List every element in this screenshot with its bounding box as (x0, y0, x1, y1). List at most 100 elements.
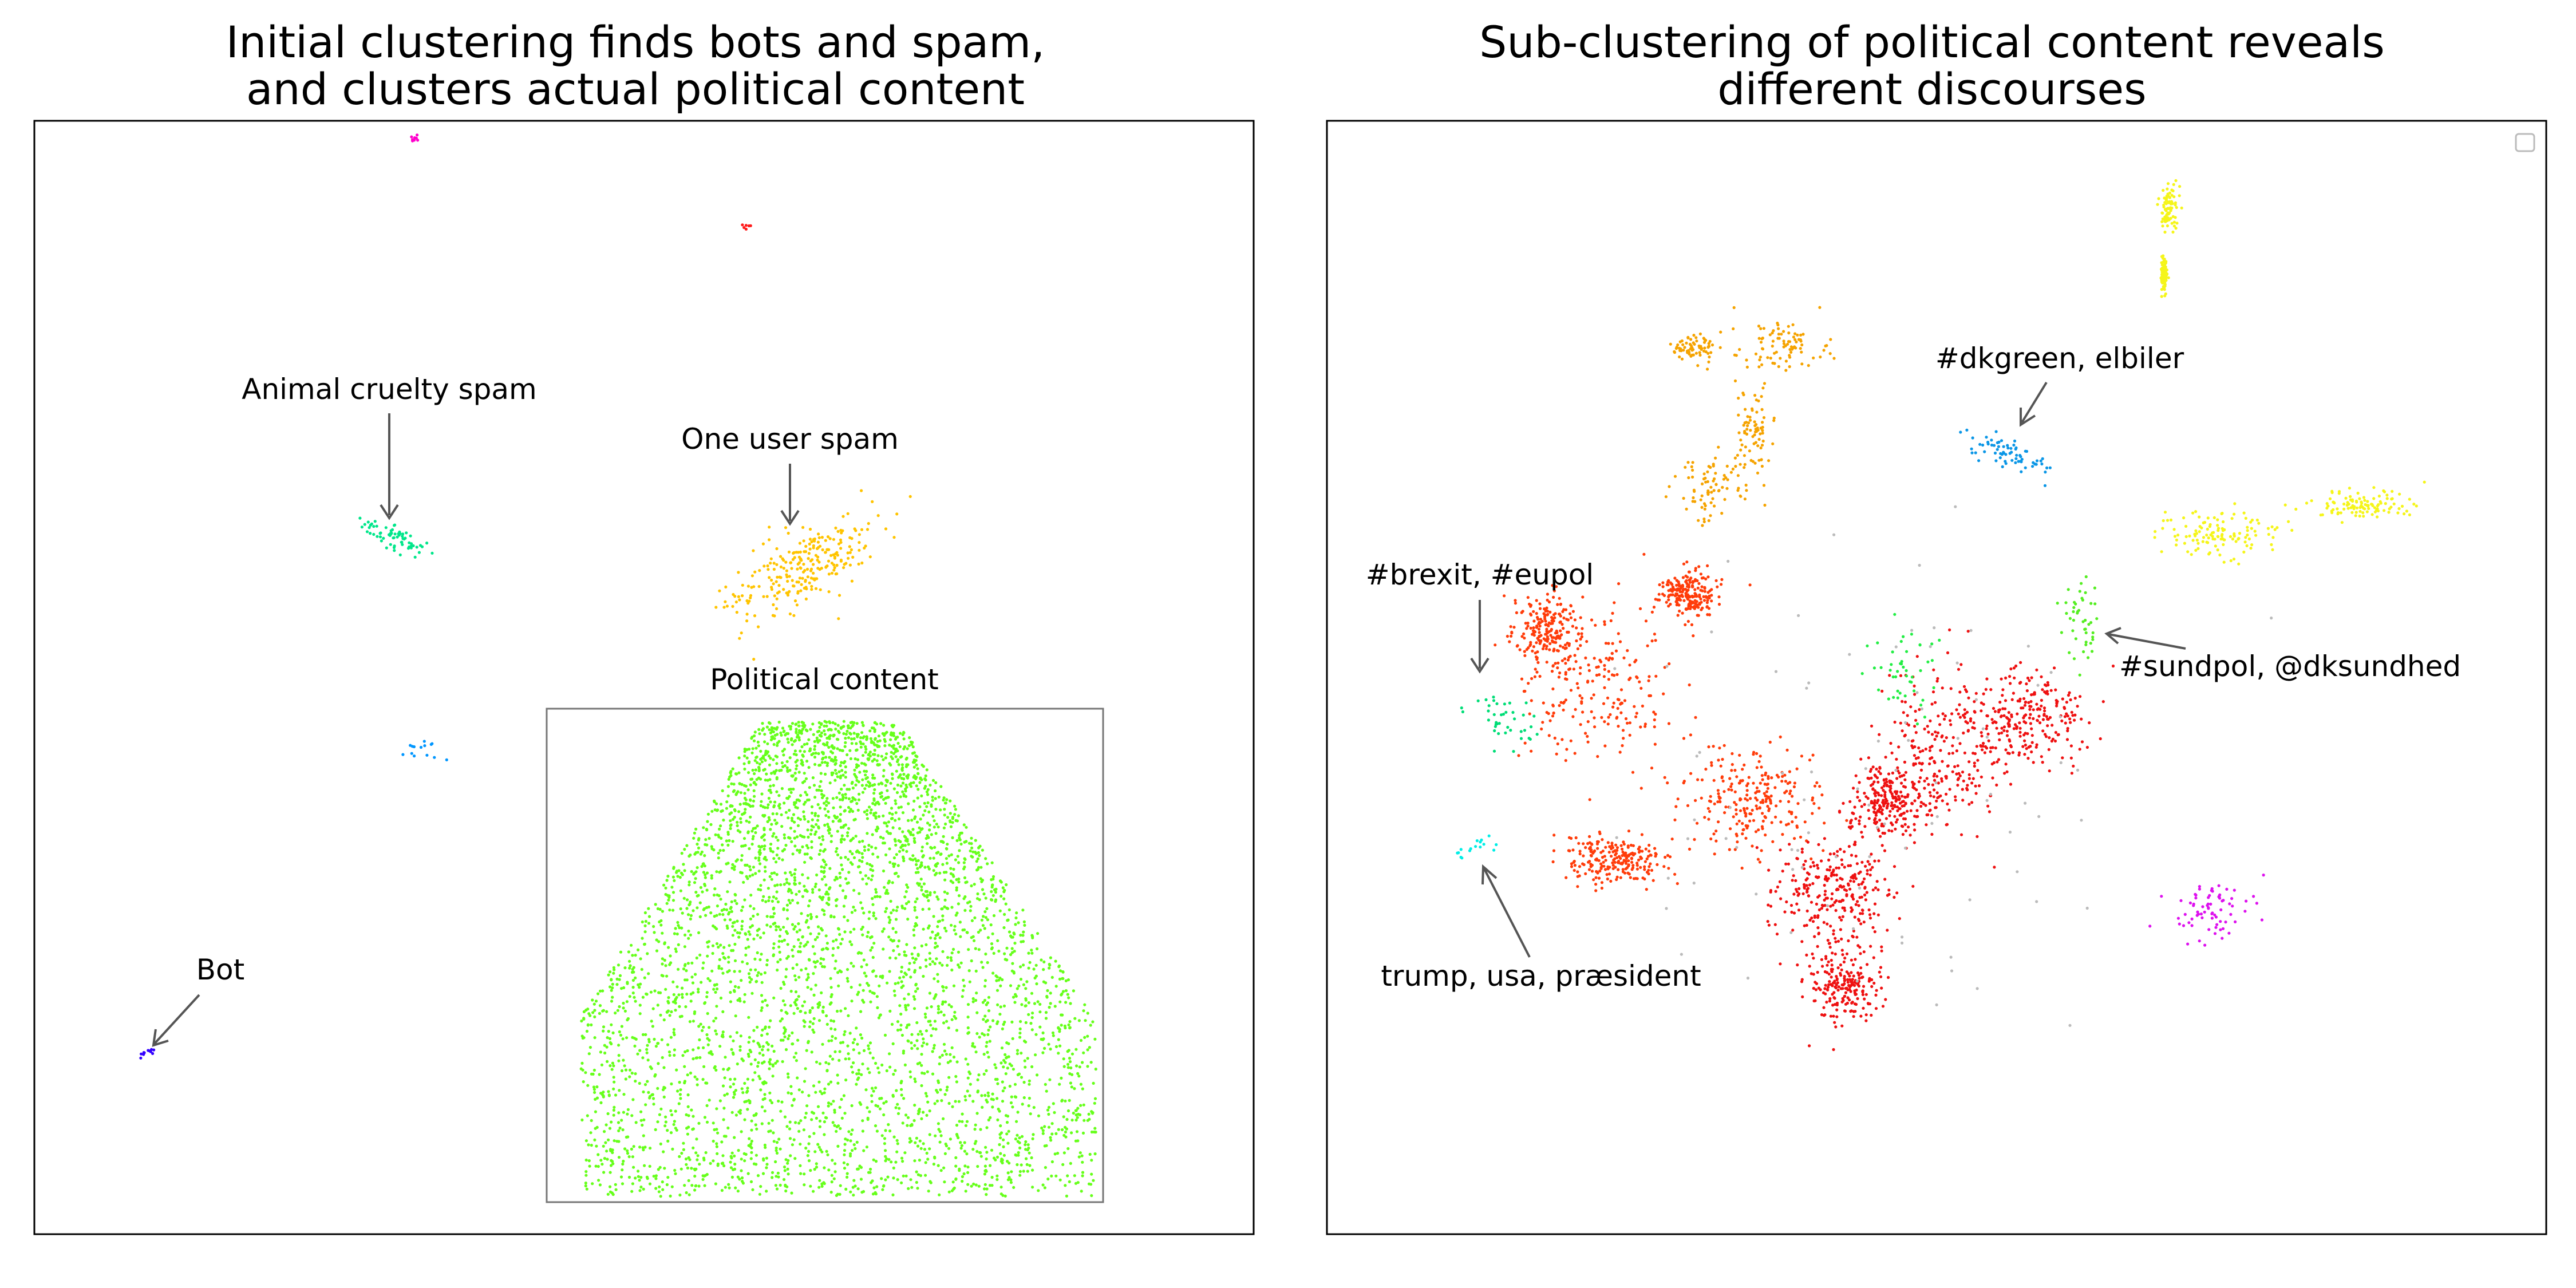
scatter-point (802, 539, 805, 543)
scatter-point (871, 869, 875, 872)
scatter-point (733, 789, 736, 792)
scatter-point (697, 1184, 701, 1188)
scatter-point (683, 963, 687, 966)
scatter-point (389, 543, 392, 546)
scatter-point (602, 1009, 605, 1012)
scatter-point (817, 852, 821, 856)
scatter-point (977, 851, 980, 854)
scatter-point (955, 839, 959, 842)
scatter-point (1018, 1174, 1022, 1177)
scatter-point (909, 1178, 912, 1182)
scatter-point (1020, 1052, 1023, 1055)
scatter-point (788, 575, 791, 578)
scatter-point (1587, 868, 1591, 871)
scatter-point (1604, 642, 1608, 645)
scatter-point (913, 997, 916, 1001)
scatter-point (775, 924, 778, 929)
scatter-point (706, 977, 710, 981)
scatter-point (823, 1087, 827, 1091)
scatter-point (692, 1146, 695, 1149)
scatter-point (1714, 579, 1718, 582)
scatter-point (740, 858, 743, 862)
scatter-point (774, 1160, 777, 1164)
scatter-point (860, 1036, 864, 1040)
scatter-point (731, 605, 734, 608)
scatter-point (871, 852, 875, 856)
scatter-point (991, 932, 994, 935)
scatter-point (884, 756, 887, 760)
scatter-point (616, 1009, 619, 1012)
scatter-point (1558, 704, 1561, 708)
scatter-point (858, 771, 862, 774)
scatter-point (731, 840, 734, 843)
scatter-point (844, 562, 848, 565)
scatter-point (623, 966, 627, 970)
scatter-point (819, 957, 823, 961)
scatter-point (938, 871, 942, 875)
scatter-point (620, 1069, 624, 1073)
scatter-point (752, 914, 755, 918)
scatter-point (1054, 959, 1057, 963)
scatter-point (775, 873, 779, 876)
scatter-point (1615, 673, 1619, 676)
scatter-point (953, 1010, 957, 1014)
scatter-point (679, 1088, 682, 1092)
scatter-point (748, 748, 751, 751)
scatter-point (730, 866, 734, 870)
scatter-point (753, 734, 756, 738)
scatter-point (840, 769, 844, 772)
scatter-point (365, 530, 369, 534)
scatter-point (735, 1031, 738, 1034)
scatter-point (1031, 1012, 1034, 1015)
scatter-point (1653, 718, 1656, 722)
scatter-point (894, 755, 898, 758)
scatter-point (796, 901, 800, 904)
scatter-point (664, 1115, 667, 1119)
scatter-point (727, 961, 730, 964)
scatter-point (721, 1154, 725, 1157)
scatter-point (706, 954, 709, 958)
scatter-point (663, 941, 666, 945)
scatter-point (1046, 1178, 1050, 1181)
scatter-point (627, 1175, 631, 1179)
scatter-point (998, 909, 1002, 912)
scatter-point (1064, 1001, 1068, 1004)
scatter-point (726, 890, 729, 894)
scatter-point (605, 1045, 609, 1049)
scatter-point (907, 900, 910, 903)
scatter-point (981, 966, 985, 969)
scatter-point (884, 527, 888, 531)
scatter-point (991, 878, 995, 881)
scatter-point (832, 553, 835, 556)
scatter-point (749, 804, 752, 808)
scatter-point (859, 1103, 863, 1106)
scatter-point (758, 936, 762, 939)
scatter-point (692, 1115, 695, 1118)
scatter-point (985, 907, 989, 910)
scatter-point (999, 984, 1002, 987)
scatter-point (1611, 642, 1614, 645)
scatter-point (957, 814, 961, 817)
scatter-point (968, 980, 971, 983)
scatter-point (702, 961, 705, 965)
scatter-point (749, 777, 753, 781)
scatter-point (959, 961, 963, 965)
scatter-point (891, 826, 895, 829)
scatter-point (654, 1073, 657, 1077)
scatter-point (871, 801, 875, 805)
scatter-point (760, 1034, 764, 1037)
scatter-point (766, 820, 769, 823)
scatter-point (801, 576, 804, 580)
scatter-point (891, 725, 895, 729)
scatter-point (952, 867, 955, 871)
scatter-point (821, 838, 825, 841)
scatter-point (797, 995, 800, 998)
scatter-point (864, 748, 868, 751)
scatter-point (1008, 1084, 1012, 1088)
scatter-point (733, 892, 737, 896)
scatter-point (933, 946, 937, 949)
scatter-point (750, 1146, 753, 1149)
scatter-point (989, 1116, 992, 1119)
scatter-point (1713, 852, 1716, 856)
scatter-point (767, 887, 770, 890)
